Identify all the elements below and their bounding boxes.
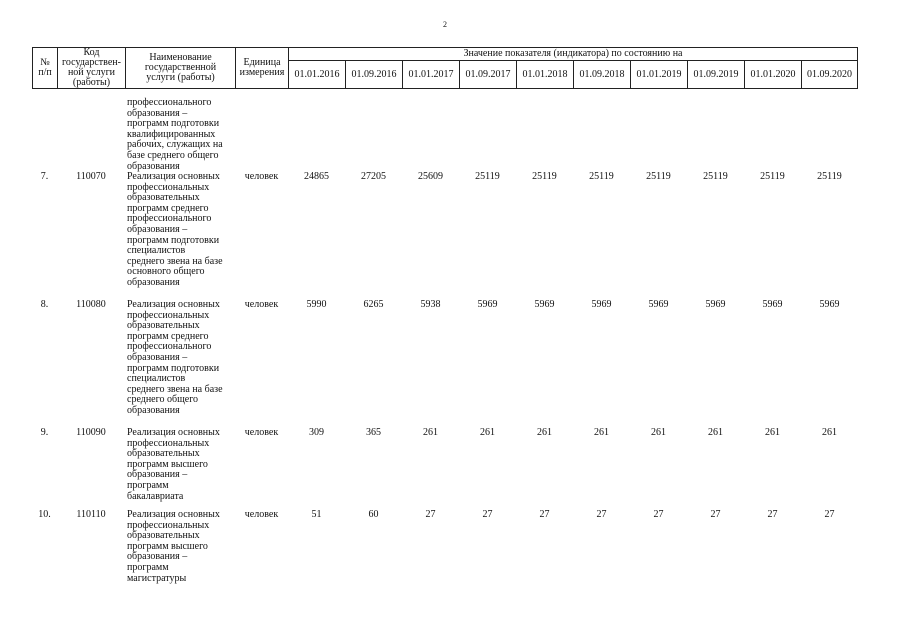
row-number: 8. [40,299,49,310]
row-value: 261 [594,427,609,438]
row-value: 309 [309,427,324,438]
row-value: 261 [708,427,723,438]
row-value: 27 [425,509,436,520]
row-name: Реализация основных профессиональных обр… [127,171,223,288]
header-date: 01.01.2016 [288,60,346,89]
row-value: 5969 [762,299,783,310]
row-value: 5969 [648,299,669,310]
row-unit: человек [244,299,279,310]
table-row: 8. 110080 Реализация основных профессион… [32,299,854,428]
header-date: 01.01.2017 [402,60,460,89]
row-value: 25119 [532,171,557,182]
row-code: 110110 [76,509,106,520]
row-value: 261 [423,427,438,438]
row-value: 27 [539,509,550,520]
row-code: 110090 [76,427,106,438]
row-value: 5990 [306,299,327,310]
header-indicator-group: Значение показателя (индикатора) по сост… [288,47,858,61]
row-value: 25119 [475,171,500,182]
row-value: 25119 [646,171,671,182]
header-date: 01.01.2020 [744,60,802,89]
row-unit: человек [244,427,279,438]
row-value: 5969 [477,299,498,310]
row-value: 27 [824,509,835,520]
row-value: 51 [311,509,322,520]
row-value: 5969 [591,299,612,310]
row-unit: человек [244,171,279,182]
table-header: № п/п Код государствен- ной услуги (рабо… [32,47,858,89]
row-value: 6265 [363,299,384,310]
row-value: 27 [482,509,493,520]
row-name: Реализация основных профессиональных обр… [127,427,220,502]
header-date: 01.09.2018 [573,60,631,89]
row-value: 27 [767,509,778,520]
table-body: профессионального образования – программ… [32,97,854,592]
row-value: 25609 [418,171,443,182]
row-value: 27 [653,509,664,520]
continuation-text: профессионального образования – программ… [127,97,223,172]
header-date: 01.09.2019 [687,60,745,89]
row-name: Реализация основных профессиональных обр… [127,299,223,416]
row-number: 10. [38,509,51,520]
table-row: 9. 110090 Реализация основных профессион… [32,427,854,510]
header-name: Наименование государственной услуги (раб… [125,47,236,89]
row-value: 60 [368,509,379,520]
row-value: 24865 [304,171,329,182]
table-row: 10. 110110 Реализация основных профессио… [32,509,854,592]
row-value: 261 [651,427,666,438]
row-value: 261 [765,427,780,438]
row-value: 25119 [760,171,785,182]
row-value: 261 [537,427,552,438]
page-number: 2 [443,20,447,29]
row-code: 110080 [76,299,106,310]
row-value: 27205 [361,171,386,182]
row-value: 27 [596,509,607,520]
row-unit: человек [244,509,279,520]
header-date: 01.01.2019 [630,60,688,89]
header-num: № п/п [32,47,58,89]
row-value: 365 [366,427,381,438]
header-unit: Единица измерения [235,47,289,89]
header-code: Код государствен- ной услуги (работы) [57,47,126,89]
row-value: 5938 [420,299,441,310]
row-value: 25119 [703,171,728,182]
row-value: 27 [710,509,721,520]
row-value: 5969 [705,299,726,310]
table-row: 7. 110070 Реализация основных профессион… [32,171,854,300]
row-value: 261 [822,427,837,438]
header-date: 01.09.2020 [801,60,858,89]
row-value: 261 [480,427,495,438]
header-date: 01.09.2016 [345,60,403,89]
row-name: Реализация основных профессиональных обр… [127,509,220,584]
row-value: 25119 [817,171,842,182]
header-date: 01.09.2017 [459,60,517,89]
row-code: 110070 [76,171,106,182]
row-value: 5969 [819,299,840,310]
header-date: 01.01.2018 [516,60,574,89]
row-value: 5969 [534,299,555,310]
row-number: 9. [40,427,49,438]
row-number: 7. [40,171,49,182]
row-value: 25119 [589,171,614,182]
continuation-row: профессионального образования – программ… [32,97,854,172]
